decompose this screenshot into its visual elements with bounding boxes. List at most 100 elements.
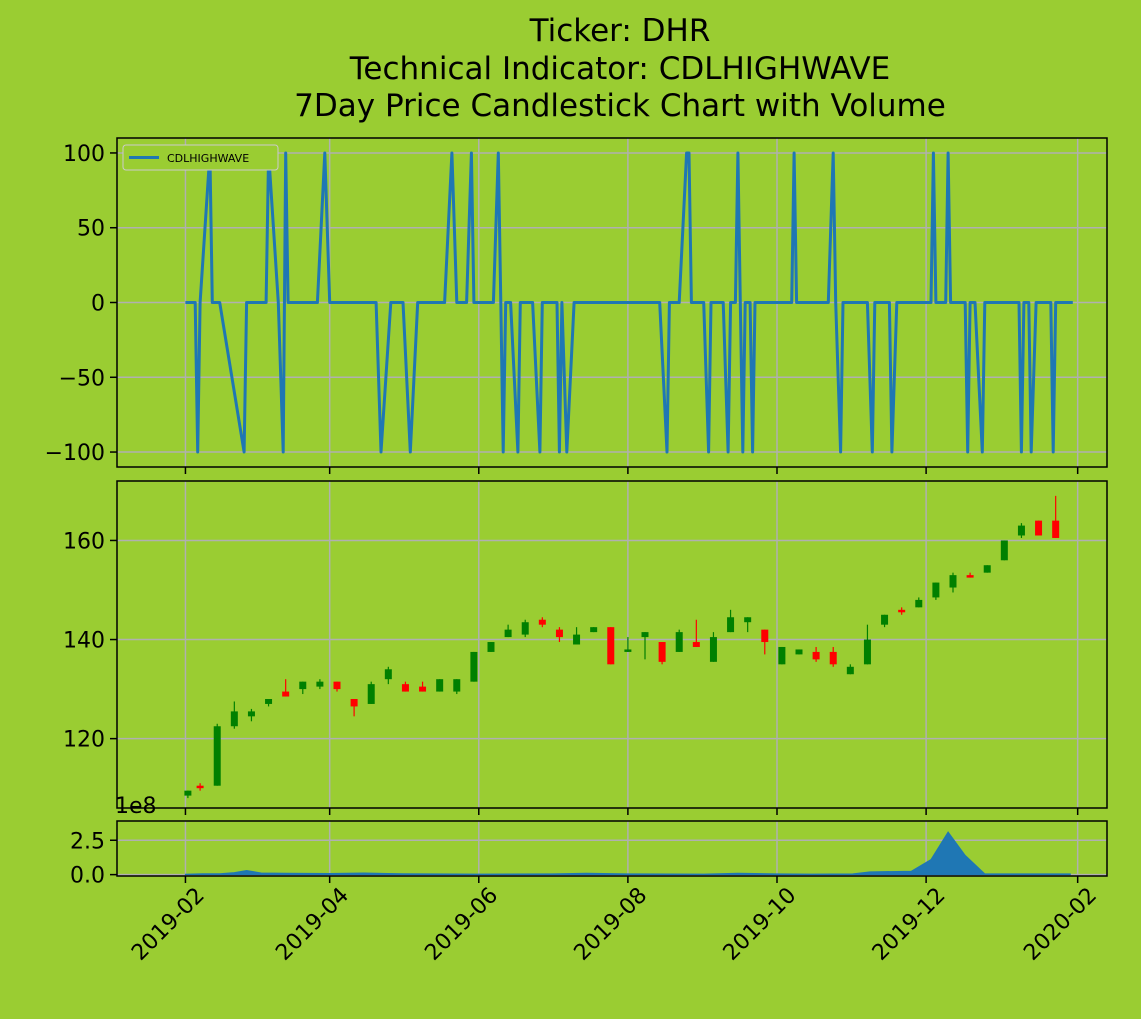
candle-body [846,666,854,675]
candle-body [607,627,615,665]
candle [521,619,529,638]
candle-body [504,629,512,638]
candle-body [419,686,427,692]
candle [607,627,615,665]
chart-title-line-2: Technical Indicator: CDLHIGHWAVE [349,51,891,87]
x-tick-label: 2020-02 [1019,883,1102,966]
y-tick-label: 160 [63,529,105,554]
candle [761,629,769,655]
candle [282,679,290,697]
x-tick-label: 2019-06 [420,883,503,966]
candle [384,666,392,685]
candle [196,783,204,791]
candle [230,701,238,729]
legend-box [122,144,279,171]
candle [744,617,752,633]
candle-body [316,681,324,687]
candle-body [1000,540,1008,561]
candle [316,679,324,690]
candle [247,708,255,722]
candle [213,723,221,786]
candle-body [487,642,495,652]
candle [658,642,666,665]
candle-body [196,785,204,789]
candle [504,624,512,638]
x-tick-label: 2019-08 [570,883,653,966]
candle-body [812,651,820,660]
candle-body [744,617,752,623]
candle-body [898,609,906,613]
candle-body [333,681,341,690]
candle-body [350,699,358,707]
plot-frame [116,480,1108,809]
candle [350,699,358,717]
candle-body [795,649,803,655]
volume-area [184,831,1071,876]
candle-body [265,699,273,704]
candle [727,609,735,633]
x-tick-label: 2019-04 [271,883,354,966]
candle-body [915,599,923,608]
candle-body [658,642,666,662]
candle [436,679,444,692]
candle-body [247,711,255,717]
candle-body [863,639,871,665]
candle-body [213,726,221,786]
candle [709,632,717,662]
plot-frame [116,137,1108,468]
candle-body [555,629,563,638]
candle-body [881,614,889,625]
candle [470,651,478,682]
x-tick-label: 2019-02 [127,883,210,966]
price-panel: 160 140 120 [63,480,1108,815]
candle [1017,523,1025,538]
y-tick-label: −50 [59,366,105,391]
candle [453,679,461,695]
candle [898,607,906,615]
chart-title-line-3: 7Day Price Candlestick Chart with Volume [294,88,946,124]
candle [265,699,273,707]
candle-body [966,575,974,578]
candle [333,681,341,692]
candle [846,664,854,675]
candle-body [436,679,444,692]
candle [624,637,632,652]
candle-body [727,617,735,633]
candle [812,646,820,662]
candle-body [778,646,786,665]
y-tick-label: 0 [91,292,105,317]
candle [1000,540,1008,561]
candle-body [932,582,940,598]
volume-offset-label: 1e8 [115,794,157,819]
candle-body [590,627,598,633]
candle [966,572,974,578]
y-tick-label: 140 [63,629,105,654]
candle [401,681,409,692]
indicator-panel: 100 50 0 −50 −100 CDLHIGHWAVE [45,137,1108,474]
y-tick-label: 0.0 [70,864,105,889]
indicator-line [185,151,1073,454]
candle [778,646,786,665]
candle-body [949,575,957,588]
candle-body [1035,520,1043,536]
candle-body [761,629,769,643]
candle-body [384,669,392,680]
candle-body [367,684,375,704]
candle-body [709,637,717,662]
candle-body [521,622,529,635]
x-tick-label: 2019-12 [868,883,951,966]
candle-body [829,651,837,665]
candle [555,627,563,643]
x-axis: 2019-02 2019-04 2019-06 2019-08 2019-10 2019-… [127,883,1102,966]
candle-body [675,632,683,652]
candle [881,614,889,628]
candle [983,565,991,573]
candle [641,632,649,660]
candle [1035,520,1043,536]
candle [795,649,803,655]
candle-body [983,565,991,573]
candle-body [1017,525,1025,536]
volume-panel: 2.5 0.0 1e8 [70,794,1108,889]
candle [367,681,375,704]
